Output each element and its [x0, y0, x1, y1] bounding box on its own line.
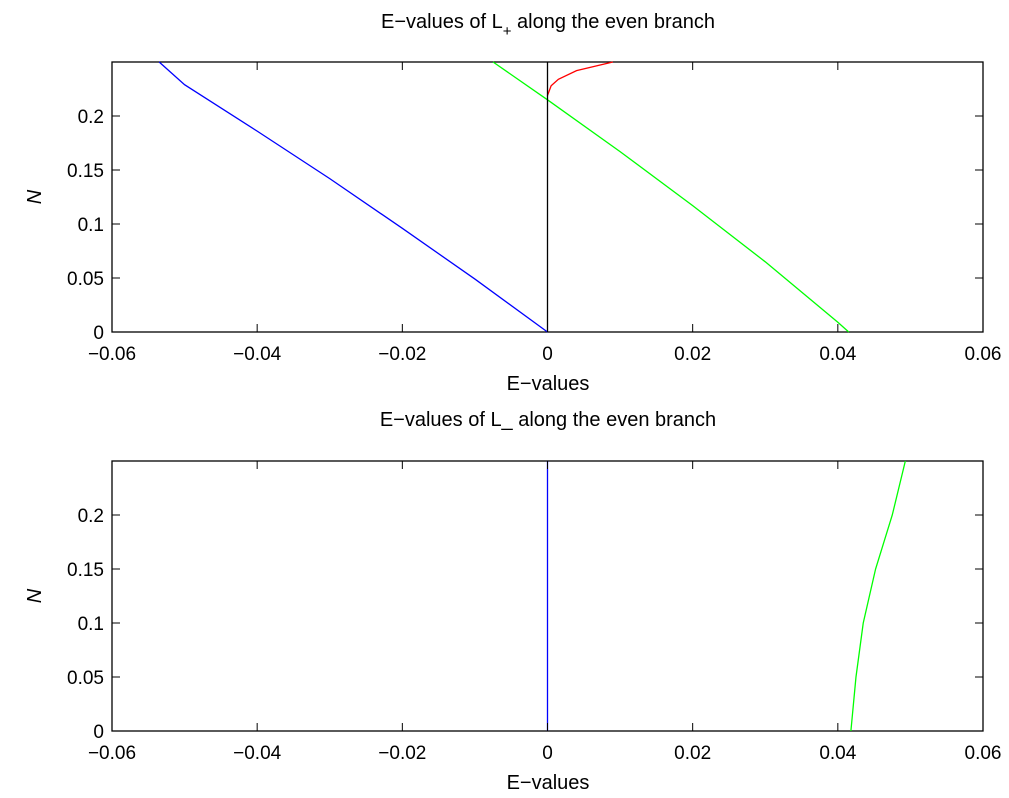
chart-bottom-ytick-label: 0.2	[78, 506, 104, 527]
chart-bottom-xtick-label: 0.06	[965, 743, 1002, 764]
chart-top-xtick-label: 0.02	[674, 344, 711, 365]
chart-bottom-ytick-label: 0	[93, 722, 104, 743]
chart-top-ytick-label: 0.05	[67, 269, 104, 290]
chart-top-ytick-label: 0.1	[78, 215, 104, 236]
chart-top: E−values of L+ along the even branch −0.…	[24, 11, 1001, 395]
chart-bottom-ytick-label: 0.1	[78, 614, 104, 635]
chart-top-ytick-label: 0	[93, 323, 104, 344]
chart-bottom-xtick-label: −0.06	[88, 743, 136, 764]
chart-top-xtick-label: 0.06	[965, 344, 1002, 365]
chart-bottom-xtick-label: −0.04	[233, 743, 282, 764]
chart-bottom-ticks: −0.06 −0.04 −0.02 0 0.02 0.04 0.06 0 0.05 0.1 0.15…	[67, 461, 1001, 764]
chart-top-xtick-label: −0.06	[88, 344, 136, 365]
chart-top-xtick-label: 0.04	[819, 344, 856, 365]
chart-bottom-ytick-label: 0.05	[67, 668, 104, 689]
chart-bottom-xtick-label: 0.04	[819, 743, 856, 764]
chart-bottom-series	[546, 460, 906, 732]
chart-top-ytick-label: 0.2	[78, 107, 104, 128]
chart-top-ytick-label: 0.15	[67, 161, 104, 182]
chart-top-series-line-0	[158, 61, 548, 333]
chart-bottom-ylabel: N	[24, 588, 46, 603]
chart-bottom: E−values of L_ along the even branch −0.…	[24, 409, 1001, 794]
chart-top-xtick-label: −0.02	[378, 344, 426, 365]
chart-bottom-xtick-label: 0.02	[674, 743, 711, 764]
chart-top-title: E−values of L+ along the even branch	[381, 11, 715, 40]
chart-top-ticks: −0.06 −0.04 −0.02 0 0.02 0.04 0.06 0 0.05 0.1 0.15…	[67, 62, 1001, 365]
chart-top-xlabel: E−values	[507, 373, 590, 395]
chart-top-series	[158, 61, 850, 333]
chart-top-xtick-label: 0	[542, 344, 553, 365]
chart-top-ylabel: N	[24, 189, 46, 204]
chart-bottom-xtick-label: −0.02	[378, 743, 426, 764]
chart-bottom-ytick-label: 0.15	[67, 560, 104, 581]
chart-bottom-xtick-label: 0	[542, 743, 553, 764]
chart-top-series-line-2	[546, 61, 613, 96]
chart-top-xtick-label: −0.04	[233, 344, 282, 365]
chart-bottom-series-line-1	[850, 460, 906, 732]
chart-bottom-title: E−values of L_ along the even branch	[380, 409, 716, 431]
chart-bottom-xlabel: E−values	[507, 772, 590, 794]
